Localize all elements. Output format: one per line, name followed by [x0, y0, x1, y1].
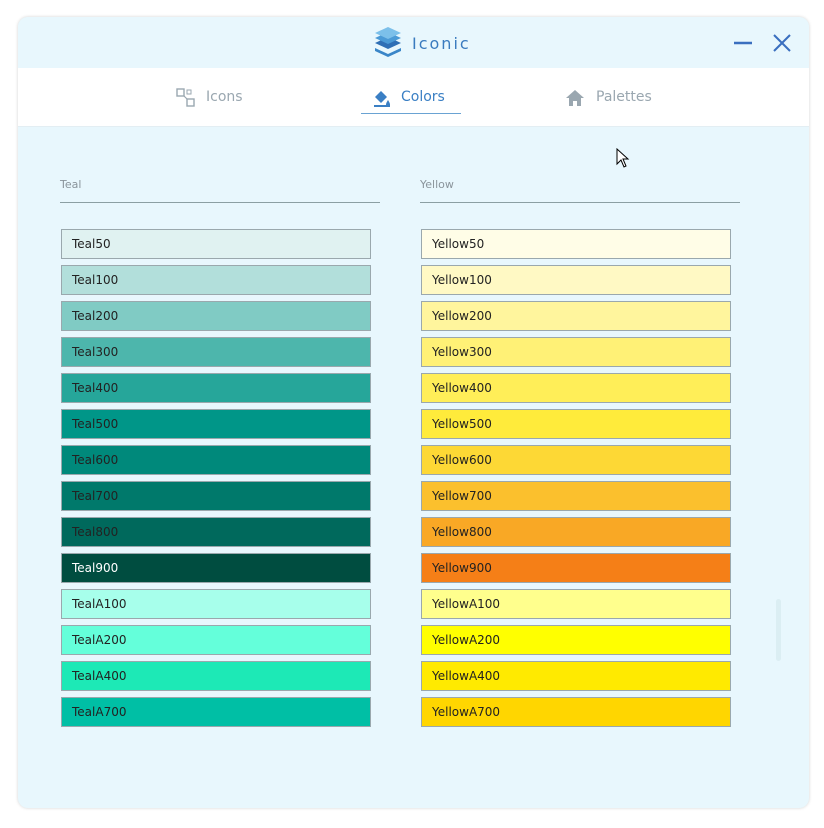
color-swatch-teal600[interactable]: Teal600 — [61, 445, 371, 475]
teal-column-header: Teal — [60, 178, 82, 191]
color-swatch-teal200[interactable]: Teal200 — [61, 301, 371, 331]
color-swatch-yellow700[interactable]: Yellow700 — [421, 481, 731, 511]
color-swatch-teal400[interactable]: Teal400 — [61, 373, 371, 403]
yellow-column-header: Yellow — [420, 178, 454, 191]
color-swatch-teal50[interactable]: Teal50 — [61, 229, 371, 259]
close-button[interactable] — [771, 33, 793, 53]
color-swatch-yellow600[interactable]: Yellow600 — [421, 445, 731, 475]
layers-logo-icon — [375, 27, 401, 57]
color-swatch-teal800[interactable]: Teal800 — [61, 517, 371, 547]
color-swatch-yellow400[interactable]: Yellow400 — [421, 373, 731, 403]
color-swatch-teala200[interactable]: TealA200 — [61, 625, 371, 655]
shapes-icon — [176, 88, 195, 107]
color-swatch-yellow500[interactable]: Yellow500 — [421, 409, 731, 439]
app-title: Iconic — [412, 34, 471, 53]
color-swatch-teal100[interactable]: Teal100 — [61, 265, 371, 295]
color-swatch-yellowa700[interactable]: YellowA700 — [421, 697, 731, 727]
teal-header-divider — [60, 202, 380, 203]
color-swatch-yellowa400[interactable]: YellowA400 — [421, 661, 731, 691]
tab-bar: Icons Colors Palettes — [18, 68, 809, 168]
color-swatch-teala400[interactable]: TealA400 — [61, 661, 371, 691]
color-swatch-yellowa200[interactable]: YellowA200 — [421, 625, 731, 655]
home-icon — [566, 90, 584, 106]
mouse-cursor-icon — [616, 148, 630, 168]
tab-palettes[interactable]: Palettes — [565, 86, 675, 114]
paint-bucket-icon — [374, 91, 390, 107]
color-swatch-teal500[interactable]: Teal500 — [61, 409, 371, 439]
tab-palettes-label: Palettes — [596, 89, 652, 105]
scrollbar-thumb[interactable] — [776, 599, 781, 661]
minimize-icon — [734, 41, 752, 45]
active-tab-indicator — [361, 113, 461, 114]
color-swatch-yellow900[interactable]: Yellow900 — [421, 553, 731, 583]
color-swatch-yellow200[interactable]: Yellow200 — [421, 301, 731, 331]
color-swatch-yellow300[interactable]: Yellow300 — [421, 337, 731, 367]
tab-colors-label: Colors — [401, 89, 445, 105]
teal-swatch-list: Teal50 Teal100 Teal200 Teal300 Teal400 Teal50… — [61, 229, 371, 733]
minimize-button[interactable] — [732, 33, 754, 53]
color-swatch-yellowa100[interactable]: YellowA100 — [421, 589, 731, 619]
color-swatch-yellow50[interactable]: Yellow50 — [421, 229, 731, 259]
color-swatch-teala100[interactable]: TealA100 — [61, 589, 371, 619]
color-swatch-yellow800[interactable]: Yellow800 — [421, 517, 731, 547]
tab-icons[interactable]: Icons — [176, 86, 266, 114]
title-bar[interactable]: Iconic — [18, 17, 809, 68]
color-swatch-teala700[interactable]: TealA700 — [61, 697, 371, 727]
color-swatch-teal300[interactable]: Teal300 — [61, 337, 371, 367]
color-swatch-yellow100[interactable]: Yellow100 — [421, 265, 731, 295]
app-window: Iconic Icons — [18, 17, 809, 808]
tab-colors[interactable]: Colors — [361, 86, 461, 114]
close-icon — [773, 34, 791, 52]
yellow-swatch-list: Yellow50 Yellow100 Yellow200 Yellow300 Yello… — [421, 229, 731, 733]
tab-icons-label: Icons — [206, 89, 243, 105]
color-swatch-teal700[interactable]: Teal700 — [61, 481, 371, 511]
color-swatch-teal900[interactable]: Teal900 — [61, 553, 371, 583]
yellow-header-divider — [420, 202, 740, 203]
